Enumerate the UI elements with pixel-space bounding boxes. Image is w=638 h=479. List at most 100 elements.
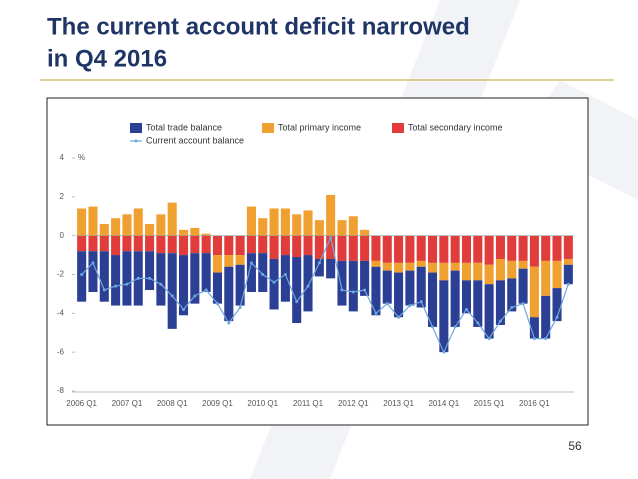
x-tick-label: 2007 Q1 [112,399,143,408]
bar-segment [212,272,223,304]
legend-swatch [130,123,142,133]
bar-segment [122,214,132,236]
bar-segment [337,220,347,236]
bar-segment [111,235,121,256]
bar-segment [518,235,528,261]
bar-segment [156,253,166,306]
line-marker [114,284,118,288]
bar-segment [280,208,290,236]
bar-segment [360,229,370,236]
bar-segment [495,235,505,259]
bar-segment [99,235,109,252]
bar-segment [99,224,109,236]
line-marker [136,276,140,280]
line-marker [363,288,367,292]
bar-segment [394,235,404,263]
line-marker [487,337,491,341]
legend-label: Total primary income [278,122,361,132]
legend-swatch [262,123,274,133]
slide-title: The current account deficit narrowed [47,13,470,40]
y-tick-label: -6 [57,347,65,356]
bar-segment [224,255,234,267]
line-marker [102,288,106,292]
bar-segment [416,260,426,267]
line-marker [249,261,253,265]
bar-segment [552,235,562,261]
y-tick-label: -2 [57,270,65,279]
bar-segment [495,258,505,281]
line-marker [566,282,570,286]
bar-segment [145,235,155,252]
bar-segment [326,194,336,236]
bar-segment [190,227,200,236]
line-marker [532,337,536,341]
bar-segment [382,270,392,304]
line-marker [453,325,457,329]
bar-segment [394,262,404,273]
bar-segment [337,260,347,306]
bar-segment [450,262,460,271]
y-tick-label: 4 [60,153,65,162]
bar-segment [167,235,177,254]
bar-segment [484,264,494,285]
y-tick-label: 0 [60,231,65,240]
bar-segment [235,235,245,256]
line-marker [431,325,435,329]
bar-segment [314,235,324,259]
legend-label: Total secondary income [408,122,503,132]
bar-segment [348,216,358,236]
bar-segment [348,260,358,312]
bar-segment [280,255,290,302]
bar-segment [77,208,87,236]
bar-segment [178,235,189,256]
bar-segment [450,270,460,327]
line-marker [464,307,468,311]
bar-segment [77,251,87,302]
bar-segment [461,235,472,263]
line-marker [125,282,129,286]
bar-segment [156,235,166,254]
bar-segment [518,268,528,304]
line-marker [317,261,321,265]
bar-segment [212,255,223,273]
bar-segment [246,235,256,254]
bar-segment [269,208,279,236]
bar-segment [541,295,551,339]
bar-segment [405,235,415,263]
x-tick-label: 2009 Q1 [202,399,233,408]
bar-segment [303,235,313,256]
bar-segment [292,257,302,324]
bar-segment [427,272,438,327]
line-marker [306,284,310,288]
line-marker [442,350,446,354]
bar-segment [507,278,517,312]
bar-segment [337,235,347,261]
line-marker [385,302,389,306]
x-tick-label: 2016 Q1 [519,399,550,408]
line-marker [397,315,401,319]
line-marker [329,236,333,240]
line-marker [419,300,423,304]
line-marker [80,273,84,276]
bar-segment [246,253,256,292]
bar-segment [484,284,494,339]
bar-segment [235,255,245,265]
line-marker [204,288,208,292]
bar-segment [111,218,121,236]
bar-segment [382,235,392,263]
bar-segment [371,235,381,261]
page-number: 56 [568,439,582,453]
line-marker [521,302,525,306]
line-marker [283,273,287,276]
bar-segment [224,266,234,322]
bar-segment [178,255,189,316]
bar-segment [235,264,245,306]
bar-segment [258,235,268,254]
line [81,235,569,354]
line-marker [215,302,219,306]
bar-segment [461,262,472,281]
bar-segment [246,206,256,236]
bar-segment [371,266,381,316]
bar-segment [439,262,449,281]
